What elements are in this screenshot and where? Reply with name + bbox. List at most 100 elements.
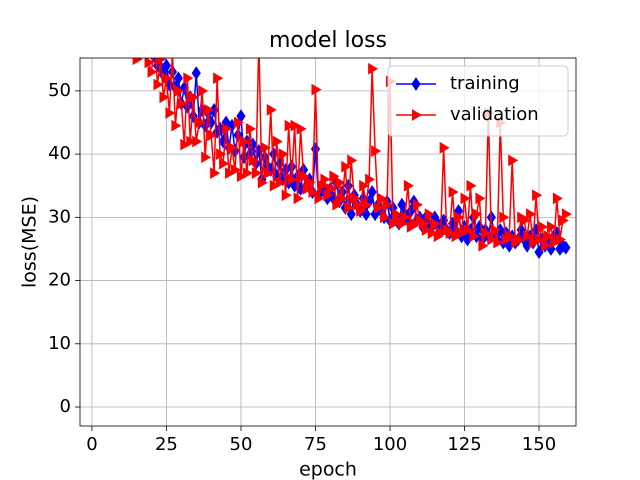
marker: [543, 230, 554, 243]
marker: [481, 227, 492, 240]
marker: [344, 201, 355, 214]
marker: [147, 66, 158, 78]
marker: [365, 173, 376, 186]
marker: [219, 157, 230, 170]
marker: [341, 160, 352, 173]
x-tick-label: 25: [155, 434, 178, 455]
marker: [216, 148, 227, 160]
marker: [161, 58, 172, 73]
marker: [183, 72, 194, 85]
marker: [448, 186, 459, 198]
marker: [472, 208, 483, 221]
marker: [397, 197, 407, 212]
marker: [367, 185, 377, 199]
marker: [139, 28, 147, 40]
marker: [508, 154, 519, 167]
marker: [132, 58, 143, 66]
marker: [225, 167, 236, 179]
marker: [561, 240, 571, 255]
marker: [436, 227, 447, 240]
marker: [233, 116, 244, 129]
marker: [490, 224, 501, 236]
y-tick-label: 30: [48, 206, 71, 227]
marker: [529, 236, 540, 249]
marker: [195, 116, 206, 129]
marker: [374, 201, 385, 214]
y-tick-label: 20: [48, 270, 71, 291]
marker: [526, 208, 537, 221]
chart-title: model loss: [269, 28, 387, 53]
marker: [329, 170, 340, 183]
marker: [424, 208, 435, 221]
marker: [561, 208, 572, 221]
marker: [430, 217, 441, 230]
marker: [445, 227, 456, 240]
marker: [210, 167, 221, 179]
marker: [520, 214, 531, 227]
marker: [293, 192, 304, 205]
marker: [287, 173, 298, 186]
marker: [359, 179, 370, 192]
marker: [133, 3, 141, 15]
marker: [290, 119, 301, 132]
marker: [371, 145, 382, 157]
y-tick-label: 10: [48, 333, 71, 354]
marker: [266, 103, 277, 116]
marker: [299, 170, 310, 183]
marker: [469, 230, 480, 243]
marker: [242, 167, 253, 179]
marker: [231, 164, 241, 176]
plot-area: [132, 3, 572, 260]
marker: [156, 58, 167, 66]
marker: [466, 179, 477, 192]
x-tick-label: 0: [86, 434, 97, 455]
marker: [260, 150, 270, 165]
marker: [248, 154, 259, 167]
marker: [460, 192, 471, 205]
marker: [142, 34, 150, 46]
marker: [308, 186, 319, 198]
marker: [403, 179, 414, 192]
marker: [499, 211, 510, 224]
marker: [326, 183, 337, 195]
marker: [186, 135, 197, 148]
legend-marker: [412, 109, 422, 121]
marker: [251, 167, 262, 179]
marker: [362, 198, 373, 211]
x-tick-label: 100: [373, 434, 407, 455]
marker: [151, 35, 160, 45]
marker: [278, 148, 289, 160]
marker: [180, 138, 191, 151]
marker: [201, 151, 212, 164]
x-tick-label: 75: [304, 434, 327, 455]
marker: [222, 122, 233, 135]
marker: [514, 233, 525, 246]
marker: [296, 122, 307, 135]
marker: [198, 85, 209, 97]
marker: [377, 192, 388, 205]
marker: [475, 192, 486, 205]
marker: [275, 176, 286, 189]
x-tick-label: 50: [230, 434, 253, 455]
marker: [177, 97, 188, 110]
marker: [427, 227, 438, 240]
marker: [356, 205, 367, 217]
marker: [555, 233, 566, 246]
marker: [320, 173, 331, 186]
marker: [439, 141, 450, 154]
marker: [311, 83, 322, 96]
y-tick-label: 0: [60, 396, 71, 417]
x-tick-label: 125: [447, 434, 481, 455]
marker: [505, 230, 516, 243]
legend: training validation: [387, 65, 569, 137]
marker: [541, 239, 551, 252]
marker: [493, 236, 504, 249]
marker: [153, 78, 164, 91]
marker: [368, 62, 379, 75]
marker: [552, 192, 563, 205]
marker: [159, 91, 170, 104]
marker: [174, 85, 185, 97]
marker: [165, 107, 176, 119]
marker: [260, 141, 271, 154]
marker: [347, 154, 358, 167]
